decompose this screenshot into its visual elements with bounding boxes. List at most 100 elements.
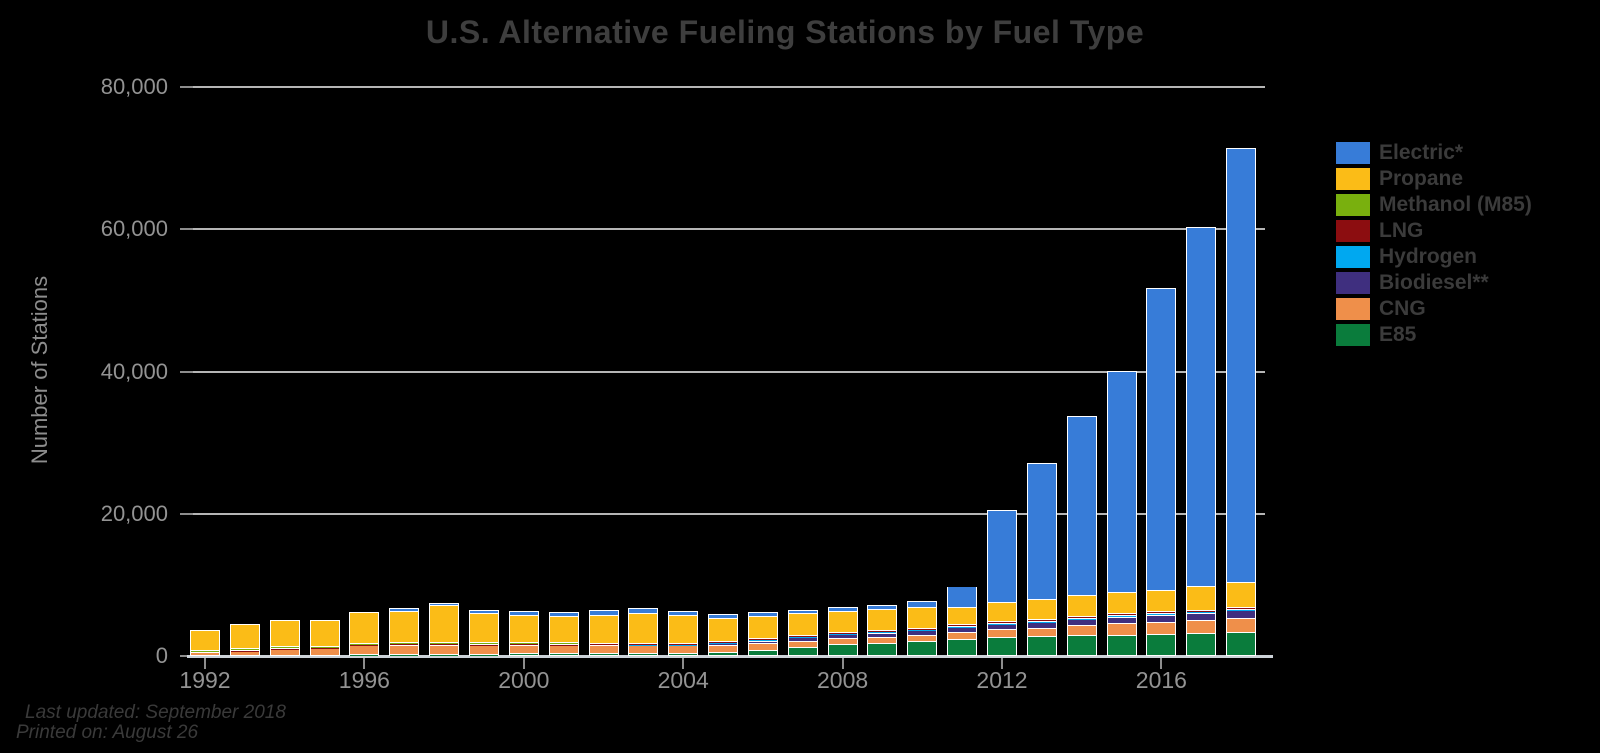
legend-item-lng: LNG (1336, 219, 1532, 242)
bar-segment-2013-e85 (1027, 637, 1056, 655)
bar-2009 (867, 605, 898, 656)
bar-segment-2004-propane (669, 616, 698, 643)
bar-segment-2012-biodiesel (988, 625, 1016, 630)
bar-1998 (429, 603, 460, 656)
bar-segment-1998-methanolm85 (430, 642, 459, 644)
bar-segment-1999-electric (469, 610, 498, 613)
bar-2002 (588, 610, 619, 656)
bar-segment-1994-cng (270, 650, 299, 655)
bar-segment-2001-e85 (549, 654, 578, 655)
bar-segment-2015-e85 (1107, 635, 1136, 655)
bar-segment-2018-e85 (1227, 632, 1256, 655)
bar-segment-1994-propane (270, 621, 299, 647)
bar-segment-2016-propane (1147, 590, 1176, 612)
bar-segment-1996-cng (350, 646, 379, 654)
bar-segment-2007-electric (788, 610, 817, 614)
bar-2004 (668, 611, 699, 656)
bar-1994 (269, 620, 300, 656)
bar-segment-2017-cng (1187, 621, 1216, 634)
bar-segment-2001-propane (549, 616, 578, 643)
y-tick-label-60000: 60,000 (100, 216, 168, 242)
bar-2014 (1066, 416, 1097, 656)
legend-swatch-propane (1336, 168, 1370, 190)
bar-segment-2010-propane (908, 607, 937, 628)
bar-segment-2011-e85 (948, 639, 977, 655)
bar-segment-2002-e85 (589, 653, 618, 655)
bar-segment-2001-electric (549, 612, 578, 616)
bar-segment-2003-cng (629, 646, 658, 653)
bar-segment-2017-electric (1187, 228, 1216, 587)
bar-segment-2011-electric (948, 587, 977, 607)
bar-segment-2000-e85 (509, 654, 538, 655)
footnote-printed-on: Printed on: August 26 (16, 722, 199, 743)
bar-segment-2013-cng (1027, 628, 1056, 637)
bar-segment-2018-cng (1227, 618, 1256, 632)
bar-2016 (1146, 287, 1177, 656)
bar-segment-2002-propane (589, 615, 618, 643)
x-tick-2008 (841, 658, 844, 669)
bar-segment-2009-electric (868, 606, 897, 610)
x-tick-2004 (682, 658, 685, 669)
bar-segment-2011-biodiesel (948, 628, 977, 632)
bar-segment-2015-cng (1107, 624, 1136, 635)
bar-2017 (1186, 227, 1217, 656)
bar-segment-1996-propane (350, 613, 379, 643)
legend-label-electric: Electric* (1379, 141, 1464, 164)
bar-segment-2012-propane (988, 603, 1016, 622)
y-tick-60000 (180, 228, 193, 231)
bar-segment-2000-propane (509, 615, 538, 643)
bar-2010 (907, 600, 938, 656)
bar-segment-2003-propane (629, 613, 658, 643)
legend-item-e85: E85 (1336, 323, 1532, 346)
bar-2003 (628, 608, 659, 656)
bar-segment-2007-biodiesel (788, 638, 817, 641)
chart-title: U.S. Alternative Fueling Stations by Fue… (425, 14, 1145, 50)
bar-segment-2002-electric (589, 611, 618, 615)
x-tick-label-2012: 2012 (976, 667, 1028, 693)
bar-segment-2006-biodiesel (748, 641, 777, 644)
bar-segment-2015-biodiesel (1107, 617, 1136, 624)
bar-segment-2014-e85 (1067, 636, 1096, 655)
bar-2012 (987, 510, 1017, 656)
x-tick-label-1992: 1992 (179, 667, 231, 693)
bar-segment-2001-cng (549, 645, 578, 654)
bar-segment-1998-cng (430, 645, 459, 654)
bar-2000 (508, 611, 539, 656)
bar-segment-2008-biodiesel (828, 635, 857, 639)
legend-label-methanolm85: Methanol (M85) (1379, 193, 1532, 216)
footnote-last-updated: Last updated: September 2018 (25, 702, 286, 723)
bar-1992 (190, 629, 220, 656)
bar-1993 (229, 624, 260, 656)
bar-segment-2010-cng (908, 635, 937, 642)
bar-segment-2013-propane (1027, 599, 1056, 620)
y-tick-40000 (180, 370, 193, 373)
bar-segment-1993-cng (230, 651, 259, 655)
gridline-60000 (193, 228, 1265, 231)
bar-segment-2016-cng (1147, 622, 1176, 634)
bar-segment-1997-electric (390, 609, 419, 611)
bar-segment-2017-propane (1187, 587, 1216, 610)
bar-segment-2014-biodiesel (1067, 620, 1096, 626)
legend-swatch-cng (1336, 298, 1370, 320)
bar-1997 (389, 608, 420, 656)
bar-segment-2009-cng (868, 637, 897, 643)
bar-segment-1995-cng (310, 649, 339, 655)
legend-item-electric: Electric* (1336, 141, 1532, 164)
bar-segment-2018-biodiesel (1227, 611, 1256, 618)
bar-segment-2005-e85 (709, 652, 738, 655)
x-tick-label-2004: 2004 (657, 667, 709, 693)
legend-label-cng: CNG (1379, 297, 1426, 320)
bar-segment-2012-electric (988, 511, 1016, 603)
bar-segment-2017-e85 (1187, 634, 1216, 655)
bar-segment-2005-propane (709, 618, 738, 641)
legend-item-cng: CNG (1336, 297, 1532, 320)
legend-item-hydrogen: Hydrogen (1336, 245, 1532, 268)
legend-label-lng: LNG (1379, 219, 1424, 242)
bar-2007 (787, 609, 818, 656)
legend-label-hydrogen: Hydrogen (1379, 245, 1478, 268)
bar-segment-2013-biodiesel (1027, 623, 1056, 628)
bar-segment-1992-propane (191, 630, 219, 650)
bar-segment-2010-biodiesel (908, 631, 937, 635)
bar-segment-2008-electric (828, 608, 857, 611)
legend-label-e85: E85 (1379, 323, 1417, 346)
